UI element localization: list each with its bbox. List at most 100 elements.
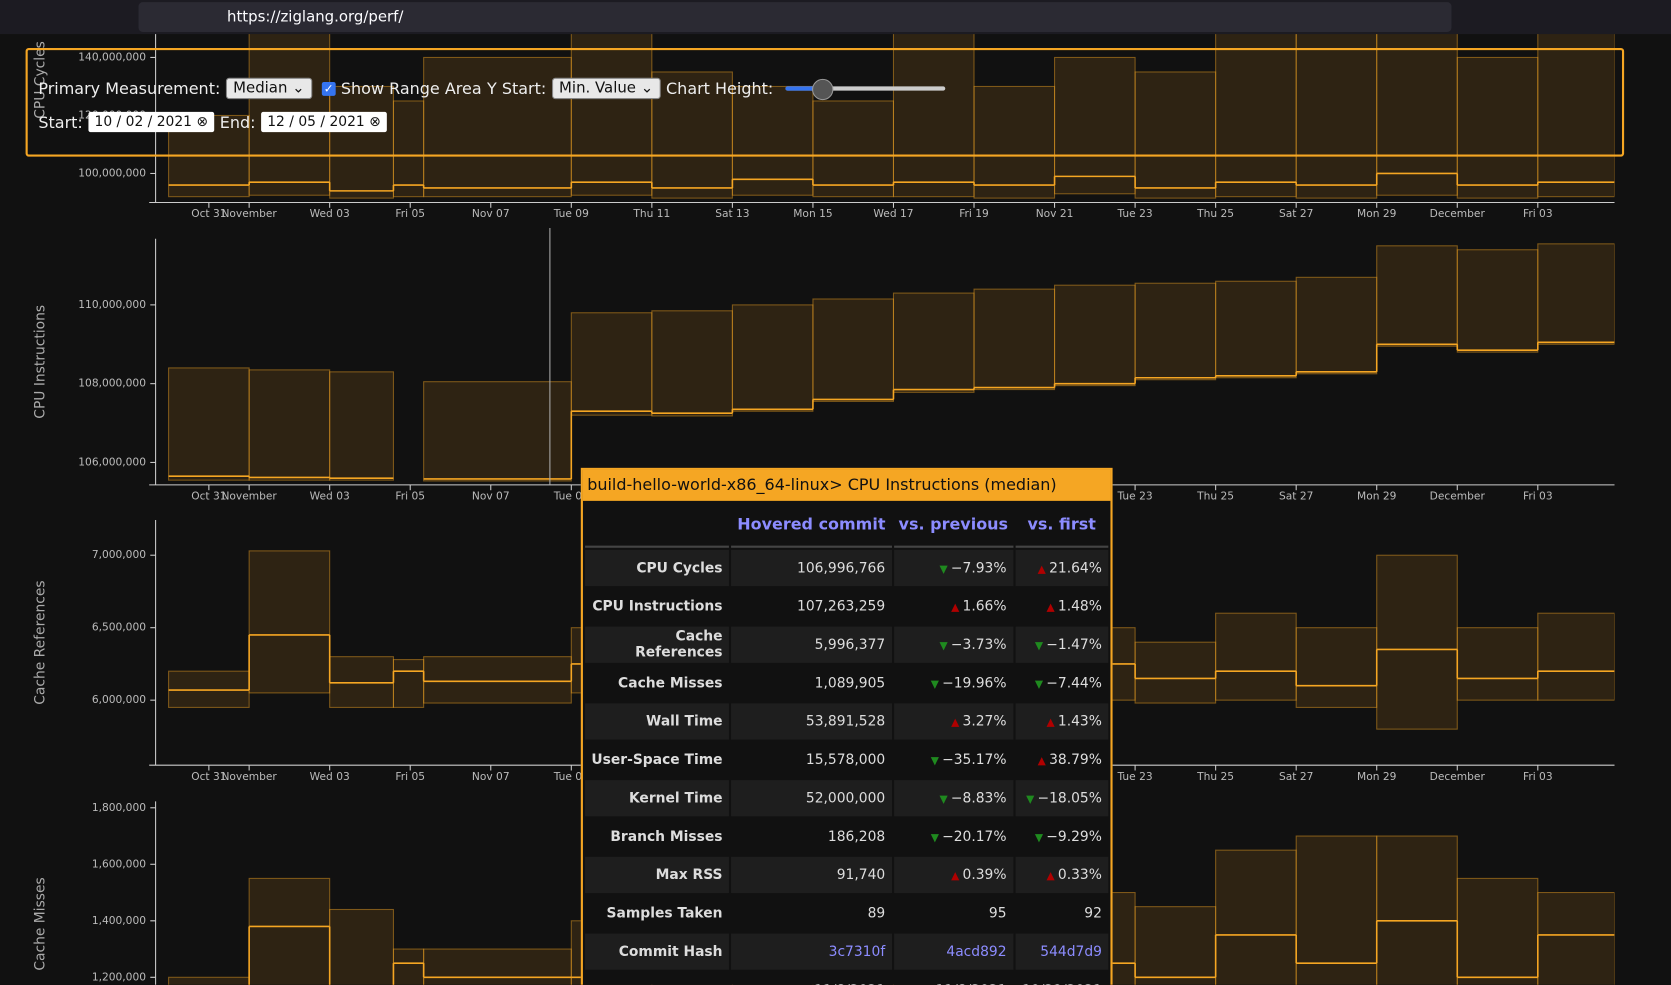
commit-link[interactable]: 544d7d9 <box>1015 933 1109 970</box>
value-cell: 92 <box>1084 905 1102 922</box>
tooltip-title: build-hello-world-x86_64-linux> CPU Inst… <box>582 469 1111 501</box>
x-tick-label: Oct 31 <box>191 490 226 503</box>
url-text: https://ziglang.org/perf/ <box>226 8 404 26</box>
y-tick-label: 1,200,000 <box>92 970 146 983</box>
ystart-select[interactable]: Min. Value ⌄ <box>551 77 661 100</box>
controls-row: Start: 10 / 02 / 2021 ⊗ End: 12 / 05 / 2… <box>38 111 388 133</box>
header-cell <box>585 503 729 548</box>
measurement-select[interactable]: Median ⌄ <box>225 77 313 100</box>
range-area <box>1456 249 1539 353</box>
x-tick-label: Sat 27 <box>1279 207 1313 220</box>
y-tick-label: 6,500,000 <box>92 621 146 634</box>
row-label: Kernel Time <box>585 780 729 817</box>
range-area <box>248 369 331 481</box>
controls-panel: Primary Measurement: Median ⌄ ✓ Show Ran… <box>25 47 1625 157</box>
delta-arrow: ▼ <box>939 793 948 806</box>
range-area <box>248 877 331 985</box>
delta-cell: ▲ 0.33% <box>1015 856 1109 894</box>
value-cell: 107,263,259 <box>797 598 886 615</box>
x-tick-label: Sat 13 <box>715 207 749 220</box>
delta-arrow: ▲ <box>1046 870 1055 882</box>
x-tick-label: Tue 23 <box>1117 770 1153 783</box>
x-tick-label: November <box>221 490 277 503</box>
delta-cell: ▼ −1.47% <box>1015 626 1109 663</box>
range-area <box>1134 282 1217 381</box>
delta-arrow: ▼ <box>1034 678 1044 691</box>
x-tick-label: Fri 05 <box>395 490 425 503</box>
range-area <box>973 85 1056 199</box>
delta-value: 0.33% <box>1057 866 1102 883</box>
address-bar[interactable]: https://ziglang.org/perf/ <box>138 2 1452 32</box>
label: Y Start: <box>486 78 547 99</box>
delta-value: −35.17% <box>942 751 1007 768</box>
x-tick-label: Tue 09 <box>553 207 589 220</box>
delta-arrow: ▲ <box>951 601 960 614</box>
height-slider[interactable] <box>784 78 945 101</box>
y-tick-label: 110,000,000 <box>78 298 146 311</box>
delta-value: −20.17% <box>942 828 1007 845</box>
x-tick-label: Thu 25 <box>1196 207 1234 220</box>
x-tick-label: Fri 05 <box>395 207 425 220</box>
table-row: Cache References 5,996,377 ▼ −3.73% ▼ −1.47% <box>585 626 1109 663</box>
delta-value: 21.64% <box>1049 560 1102 577</box>
row-label: Branch Misses <box>610 828 723 845</box>
range-checkbox[interactable]: ✓ <box>321 81 336 96</box>
x-tick-label: Mon 29 <box>1357 490 1397 503</box>
label: End: <box>219 112 256 132</box>
axis-title: Cache Misses <box>32 877 48 970</box>
x-tick-label: Thu 25 <box>1196 770 1234 783</box>
range-area <box>392 100 425 198</box>
row-label: User-Space Time <box>591 751 723 768</box>
table-row: Wall Time 53,891,528 ▲ 3.27% ▲ 1.43% <box>585 703 1109 740</box>
row-label: CPU Instructions <box>592 598 723 615</box>
y-tick-label: 108,000,000 <box>78 377 146 390</box>
delta-arrow: ▼ <box>1034 831 1044 844</box>
end-date[interactable]: 12 / 05 / 2021 ⊗ <box>260 111 388 133</box>
x-tick-label: Nov 07 <box>472 490 510 503</box>
x-tick-label: Nov 07 <box>472 770 510 783</box>
delta-arrow: ▲ <box>1037 755 1046 767</box>
range-area <box>1295 27 1378 199</box>
x-tick-label: Mon 29 <box>1357 770 1397 783</box>
value-cell: 52,000,000 <box>731 780 892 817</box>
row-label: Cache References <box>585 626 729 663</box>
range-area <box>168 976 250 985</box>
x-tick-label: December <box>1430 207 1486 220</box>
range-area <box>1054 56 1136 195</box>
value-cell: 186,208 <box>827 828 886 845</box>
range-area <box>248 550 331 694</box>
x-tick-label: Nov 21 <box>1036 207 1074 220</box>
range-area <box>423 56 572 198</box>
value-cell: 106,996,766 <box>731 549 892 587</box>
x-tick-label: Tue 09 <box>553 770 589 783</box>
delta-value: −18.05% <box>1037 790 1102 807</box>
x-tick-label: Tue 09 <box>553 490 589 503</box>
table-row: 11/8/202111/8/202110/29/2021 <box>585 972 1108 985</box>
y-tick-label: 100,000,000 <box>78 166 146 179</box>
delta-arrow: ▼ <box>930 831 939 844</box>
delta-value: −1.47% <box>1046 636 1102 653</box>
commit-link[interactable]: 3c7310f <box>731 933 892 970</box>
range-area <box>1215 849 1297 985</box>
x-tick-label: Wed 03 <box>310 770 350 783</box>
y-tick-label: 1,600,000 <box>92 857 146 870</box>
row-label: CPU Cycles <box>585 549 729 587</box>
delta-value: 1.48% <box>1057 598 1102 615</box>
value-cell: 89 <box>867 905 886 922</box>
delta-value: −19.96% <box>942 675 1007 692</box>
delta-cell: ▲ 1.48% <box>1015 588 1108 624</box>
x-tick-label: Sat 27 <box>1279 490 1313 503</box>
commit-link[interactable]: 4acd892 <box>893 933 1013 970</box>
delta-arrow: ▼ <box>930 755 939 767</box>
y-tick-label: 1,400,000 <box>92 914 146 927</box>
range-area <box>973 288 1056 391</box>
range-area <box>812 100 895 198</box>
table-row: CPU Instructions 107,263,259 ▲ 1.66% ▲ 1.48% <box>585 588 1108 624</box>
x-tick-label: Fri 03 <box>1523 490 1553 503</box>
table-row: Commit Hash 3c7310f 4acd892 544d7d9 <box>585 933 1109 970</box>
delta-cell: ▲ 38.79% <box>1015 742 1108 778</box>
start-date[interactable]: 10 / 02 / 2021 ⊗ <box>88 111 215 133</box>
